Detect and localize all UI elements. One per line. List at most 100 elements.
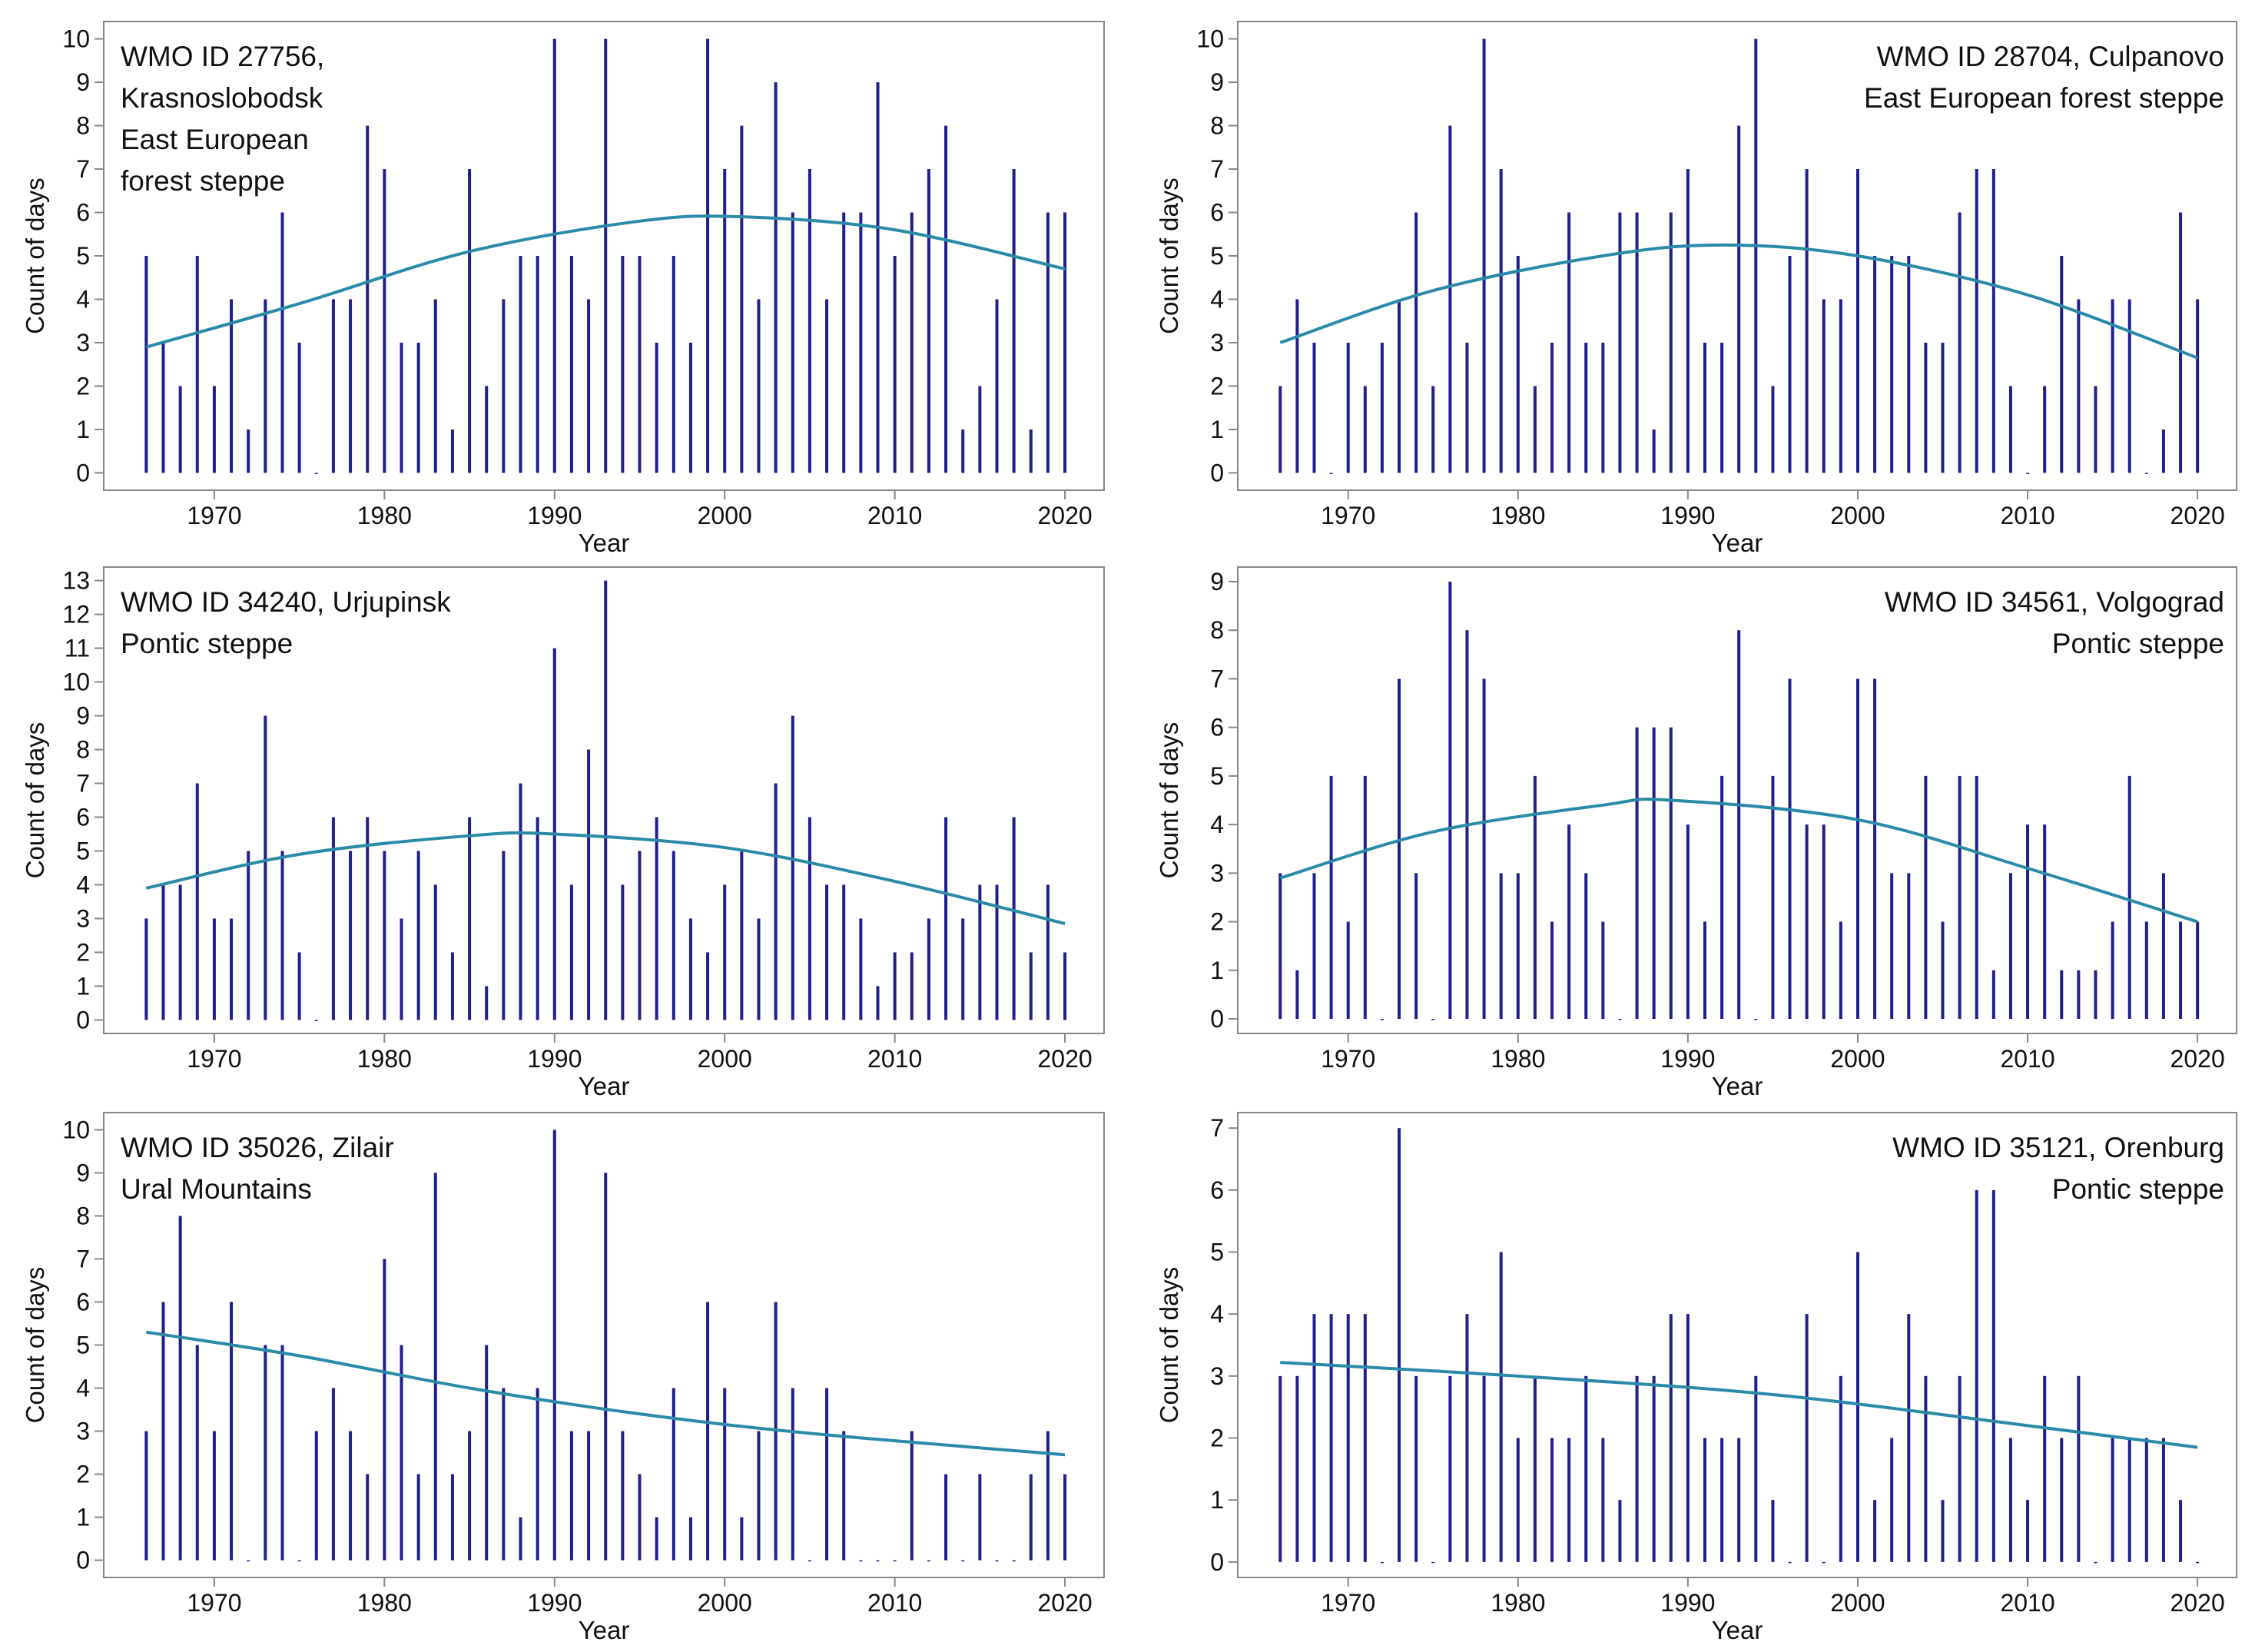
bar	[1516, 1438, 1520, 1562]
bar	[569, 256, 573, 473]
annotation: Krasnoslobodsk	[121, 82, 323, 114]
x-axis-label: Year	[579, 1072, 630, 1100]
bar	[1703, 342, 1706, 473]
bar	[2179, 1500, 2183, 1562]
bar	[706, 1302, 710, 1561]
bar	[842, 1431, 846, 1561]
bar	[1805, 169, 1809, 473]
bar	[825, 884, 829, 1020]
panel: 0 1 2 3 4 5 6 7 8 9 10 1970 1980 1990 2000 2010 2020 Year…	[21, 1112, 1105, 1644]
bar	[485, 986, 489, 1020]
bar	[1533, 386, 1537, 473]
y-tick-label: 1	[1210, 1486, 1224, 1514]
bar	[1788, 256, 1792, 473]
bar	[1924, 1375, 1928, 1562]
y-tick-label: 2	[1210, 372, 1224, 400]
y-tick-label: 0	[76, 459, 90, 486]
bar	[1380, 1561, 1384, 1564]
y-tick-label: 2	[76, 938, 90, 966]
y-axis-label: Count of days	[21, 722, 49, 879]
bar	[1991, 169, 1995, 473]
bar	[297, 342, 301, 473]
bar	[1398, 299, 1401, 473]
bar	[1380, 1019, 1384, 1020]
bar	[1363, 775, 1367, 1020]
bar	[485, 386, 489, 473]
bar	[314, 473, 318, 474]
bar	[280, 212, 284, 473]
x-tick-label: 1970	[1321, 502, 1375, 529]
y-tick-label: 3	[1210, 859, 1224, 887]
bar	[1012, 1560, 1016, 1562]
bar	[2144, 473, 2148, 474]
panel: 0 1 2 3 4 5 6 7 8 9 10 1970 1980 1990 2000 2010 2020 Year…	[21, 21, 1105, 557]
bar	[1431, 386, 1435, 473]
bar	[1533, 775, 1537, 1020]
bar	[280, 1345, 284, 1561]
bar	[230, 918, 234, 1020]
y-tick-label: 13	[62, 567, 90, 595]
bar	[1907, 873, 1911, 1020]
bar	[1720, 775, 1724, 1020]
y-tick-label: 3	[1210, 329, 1224, 357]
bar	[2161, 873, 2165, 1020]
bar	[1448, 581, 1452, 1020]
y-tick-label: 3	[76, 1418, 90, 1445]
bar	[264, 299, 267, 473]
bar	[1312, 342, 1316, 473]
bar	[1771, 386, 1775, 473]
bar	[621, 1431, 625, 1561]
bar	[672, 256, 675, 473]
bar	[536, 256, 539, 473]
y-tick-label: 4	[76, 285, 90, 313]
bar	[2094, 970, 2097, 1020]
bar	[502, 299, 506, 473]
bar	[1737, 125, 1741, 473]
x-axis-label: Year	[579, 1616, 630, 1644]
bar	[1482, 678, 1486, 1020]
bar	[1839, 299, 1842, 473]
bar	[1533, 1375, 1537, 1562]
bar	[1601, 342, 1605, 473]
bar	[655, 342, 658, 473]
bar	[468, 1431, 472, 1561]
bar	[740, 125, 744, 473]
bar	[212, 1431, 216, 1561]
bar	[587, 299, 591, 473]
bar	[1584, 342, 1588, 473]
trend-line	[145, 214, 1066, 349]
bar	[604, 1173, 608, 1561]
bar	[1329, 473, 1333, 474]
bar	[1805, 824, 1809, 1020]
y-axis-label: Count of days	[1155, 177, 1183, 334]
bar	[1431, 1019, 1435, 1020]
y-tick-label: 8	[1210, 112, 1224, 140]
bar	[1941, 921, 1945, 1020]
bar	[400, 918, 403, 1020]
y-tick-label: 10	[1196, 25, 1224, 53]
bar	[2196, 921, 2200, 1020]
bar	[995, 884, 999, 1020]
bar	[638, 256, 642, 473]
bar	[1720, 1438, 1724, 1562]
bar	[2026, 824, 2030, 1020]
bar	[995, 1560, 999, 1562]
y-tick-label: 2	[1210, 908, 1224, 936]
y-tick-label: 2	[76, 1461, 90, 1488]
y-tick-label: 6	[1210, 199, 1224, 227]
x-tick-label: 1970	[187, 502, 241, 529]
bar	[1278, 873, 1282, 1020]
bar	[2077, 299, 2081, 473]
bar	[349, 1431, 353, 1561]
bar	[876, 82, 880, 473]
bar	[1063, 1474, 1067, 1561]
bar	[1771, 1500, 1775, 1562]
bar	[655, 817, 658, 1020]
y-tick-label: 5	[76, 242, 90, 270]
x-tick-label: 2000	[698, 1045, 752, 1073]
bar	[1380, 342, 1384, 473]
trend-line	[1280, 1361, 2198, 1449]
bar	[2161, 1438, 2165, 1562]
bar	[383, 851, 386, 1020]
